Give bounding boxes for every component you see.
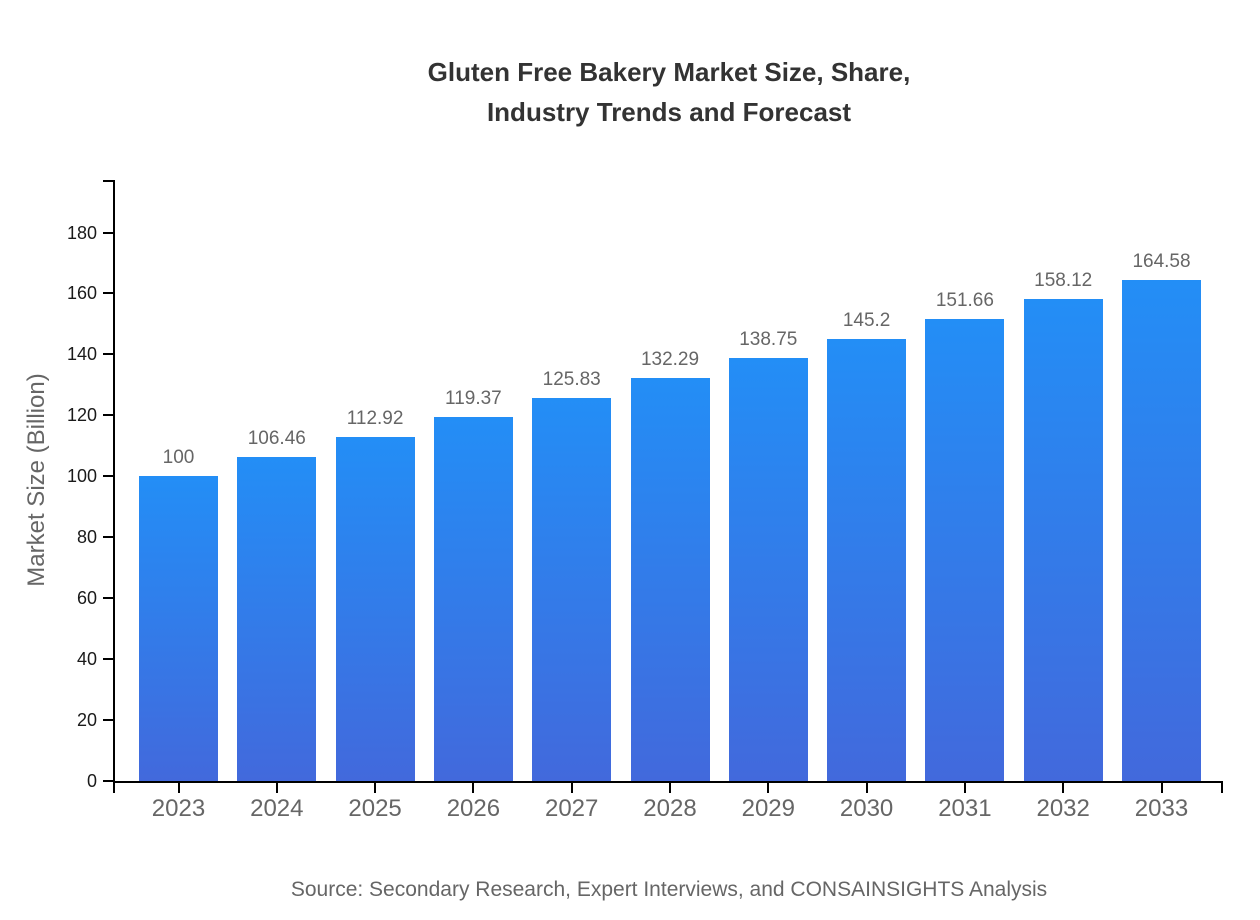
- bar-value-label: 100: [162, 447, 195, 469]
- bar-2025: [335, 436, 415, 781]
- x-axis-line: [113, 781, 1223, 783]
- bar-value-label: 145.2: [842, 309, 891, 331]
- y-tick: [103, 414, 113, 417]
- bar-2029: [728, 358, 808, 781]
- bar-2028: [630, 377, 710, 781]
- bar-value-label: 132.29: [640, 348, 700, 370]
- y-tick: [103, 353, 113, 356]
- x-tick-label: 2033: [1134, 795, 1189, 822]
- y-tick-label: 80: [76, 527, 97, 548]
- source-note: Source: Secondary Research, Expert Inter…: [290, 878, 1048, 901]
- bar-2026: [433, 417, 513, 781]
- bar-2024: [237, 456, 317, 781]
- x-tick: [1062, 783, 1065, 793]
- x-tick: [669, 783, 671, 793]
- bar-2031: [925, 318, 1005, 781]
- bar-value-label: 119.37: [445, 388, 502, 410]
- y-tick-label: 20: [76, 710, 97, 731]
- y-tick: [103, 536, 113, 539]
- x-tick-label: 2032: [1036, 795, 1090, 822]
- y-tick-label: 40: [76, 649, 97, 670]
- x-tick: [275, 783, 278, 793]
- y-tick-label: 180: [66, 222, 97, 243]
- x-tick-label: 2030: [839, 795, 894, 822]
- x-tick: [472, 783, 475, 793]
- x-axis-right-endcap-tick: [1221, 783, 1223, 793]
- bar-value-label: 138.75: [739, 329, 798, 351]
- y-tick: [103, 597, 113, 600]
- bar-2032: [1023, 299, 1103, 781]
- bar-value-label: 125.83: [542, 368, 601, 390]
- y-tick-label: 100: [66, 466, 97, 487]
- x-tick-label: 2025: [348, 795, 402, 822]
- x-tick-label: 2023: [151, 795, 206, 822]
- chart-title: Gluten Free Bakery Market Size, Share, I…: [115, 52, 1223, 132]
- x-tick: [374, 783, 377, 793]
- y-axis-line: [113, 180, 115, 783]
- x-tick-label: 2024: [250, 795, 304, 822]
- bar-value-label: 158.12: [1034, 270, 1093, 292]
- x-axis-left-endcap-tick: [113, 783, 115, 793]
- bar-2023: [139, 476, 218, 781]
- y-tick: [103, 780, 113, 782]
- bar-2027: [532, 397, 612, 781]
- y-tick: [103, 658, 113, 661]
- y-tick-label: 160: [66, 283, 97, 304]
- y-tick: [103, 475, 113, 478]
- x-tick: [963, 783, 966, 793]
- y-tick: [103, 231, 113, 234]
- bar-2030: [827, 338, 907, 781]
- bar-value-label: 151.66: [935, 289, 994, 311]
- x-tick: [570, 783, 573, 793]
- x-tick-label: 2029: [741, 795, 795, 822]
- x-tick: [177, 783, 180, 793]
- y-tick-label: 120: [66, 405, 97, 426]
- chart-title-line1: Gluten Free Bakery Market Size, Share,: [427, 57, 911, 87]
- x-tick-label: 2027: [544, 795, 599, 822]
- bar-value-label: 106.46: [247, 427, 306, 449]
- x-tick-label: 2028: [643, 795, 697, 822]
- bar-value-label: 112.92: [346, 407, 404, 429]
- x-tick-label: 2031: [938, 795, 992, 822]
- bar-2033: [1122, 279, 1201, 781]
- y-tick-label: 0: [86, 771, 97, 791]
- y-tick-label: 140: [66, 344, 97, 365]
- y-tick-label: 60: [76, 588, 97, 609]
- bar-value-label: 164.58: [1132, 250, 1191, 272]
- x-tick: [767, 783, 770, 793]
- y-tick: [103, 719, 113, 722]
- chart-title-line2: Industry Trends and Forecast: [486, 97, 852, 127]
- y-axis-endcap-tick: [103, 180, 113, 182]
- x-tick: [865, 783, 868, 793]
- y-tick: [103, 292, 113, 295]
- x-tick: [1160, 783, 1163, 793]
- x-tick-label: 2026: [446, 795, 501, 822]
